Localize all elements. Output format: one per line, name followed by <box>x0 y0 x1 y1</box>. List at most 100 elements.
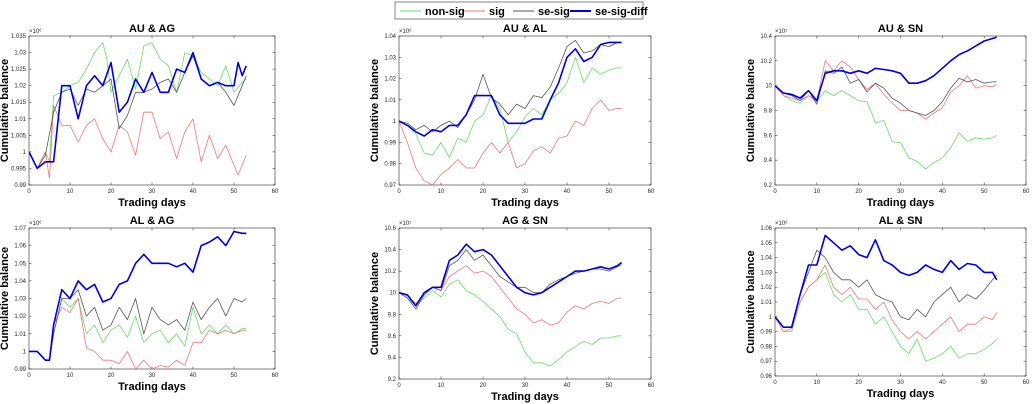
y-tick-label: 1.01 <box>14 117 26 123</box>
y-tick-label: 1.035 <box>11 34 27 40</box>
x-axis-label: Trading days <box>491 391 559 403</box>
series-line-sig <box>399 99 622 185</box>
y-tick-label: 0.99 <box>384 140 396 146</box>
x-tick-label: 0 <box>397 189 401 195</box>
axis-exponent: ×10⁶ <box>29 220 42 227</box>
series-line-se-sig <box>775 249 997 328</box>
x-tick-label: 30 <box>897 380 904 386</box>
panel-title: AU & AL <box>503 23 547 35</box>
x-axis-label: Trading days <box>867 388 935 400</box>
y-tick-label: 0.99 <box>14 367 26 373</box>
y-tick-label: 9.8 <box>388 312 397 318</box>
x-tick-label: 20 <box>855 380 862 386</box>
x-tick-label: 30 <box>522 383 529 389</box>
y-tick-label: 10.4 <box>384 248 396 254</box>
series-line-se-sig-diff <box>775 234 998 329</box>
panel-au-ag: 0 10 20 30 40 50 60 0.99 0.995 1 1.005 1.01 1.015 1.0… <box>0 23 279 209</box>
panel-title: AG & SN <box>502 215 548 227</box>
y-tick-label: 0.98 <box>384 162 396 168</box>
series-line-se-sig-diff <box>29 230 247 362</box>
y-axis-label: Cumulative balance <box>0 59 11 162</box>
x-axis-label: Trading days <box>118 197 186 209</box>
y-tick-label: 1.06 <box>14 244 26 250</box>
y-tick-label: 1.02 <box>14 314 26 320</box>
y-tick-label: 9.8 <box>764 109 773 115</box>
panel-title: AL & AG <box>130 215 175 227</box>
x-tick-label: 20 <box>855 189 862 195</box>
x-tick-label: 40 <box>190 373 197 379</box>
panel-au-sn: 0 10 20 30 40 50 60 9.2 9.4 9.6 9.8 10 10.2 10.4×10⁵ A… <box>745 23 1030 209</box>
y-tick-label: 1.005 <box>11 133 27 139</box>
y-tick-label: 10 <box>765 84 772 90</box>
series-group <box>399 39 622 185</box>
y-tick-label: 1.07 <box>14 226 26 232</box>
x-tick-label: 10 <box>438 189 445 195</box>
plot-area <box>398 35 652 186</box>
legend-label-non-sig: non-sig <box>425 6 465 18</box>
y-tick-label: 1 <box>23 150 27 156</box>
panel-al-sn: 0 10 20 30 40 50 60 0.96 0.97 0.98 0.99 1 1.01 1.02 1.… <box>745 215 1030 400</box>
x-axis-label: Trading days <box>491 197 559 209</box>
y-tick-label: 1.01 <box>760 300 772 306</box>
series-line-se-sig <box>399 39 622 133</box>
y-tick-label: 1.01 <box>384 98 396 104</box>
x-tick-label: 50 <box>231 189 238 195</box>
y-axis-label: Cumulative balance <box>745 59 757 162</box>
y-tick-label: 1.02 <box>384 77 396 83</box>
y-tick-label: 1.04 <box>384 34 396 40</box>
y-tick-label: 9.2 <box>764 183 773 189</box>
panel-title: AU & AG <box>129 23 175 35</box>
series-line-se-sig-diff <box>775 36 997 102</box>
x-tick-label: 40 <box>939 189 946 195</box>
x-tick-label: 30 <box>522 189 529 195</box>
y-tick-label: 0.97 <box>760 359 772 365</box>
x-tick-label: 10 <box>813 189 820 195</box>
x-tick-label: 40 <box>564 189 571 195</box>
x-tick-label: 20 <box>480 189 487 195</box>
panel-title: AU & SN <box>878 23 923 35</box>
series-group <box>775 36 997 170</box>
series-line-non-sig <box>775 85 997 170</box>
y-tick-label: 9.6 <box>764 133 773 139</box>
y-tick-label: 0.96 <box>760 374 772 380</box>
x-tick-label: 50 <box>981 189 988 195</box>
y-tick-label: 1.05 <box>14 261 26 267</box>
y-tick-label: 0.99 <box>760 330 772 336</box>
y-axis-label: Cumulative balance <box>369 252 381 355</box>
x-tick-label: 60 <box>272 373 279 379</box>
y-tick-label: 1.04 <box>760 256 772 262</box>
series-group <box>399 243 623 367</box>
x-tick-label: 20 <box>108 189 115 195</box>
y-tick-label: 1.025 <box>11 67 27 73</box>
plot-area <box>774 227 1027 377</box>
y-axis-label: Cumulative balance <box>745 250 757 353</box>
x-tick-label: 0 <box>27 373 31 379</box>
series-line-non-sig <box>399 279 622 367</box>
y-tick-label: 10.2 <box>760 59 772 65</box>
y-tick-label: 10.6 <box>384 226 396 232</box>
y-tick-label: 1.01 <box>14 332 26 338</box>
x-tick-label: 60 <box>648 383 655 389</box>
y-tick-label: 9.2 <box>388 377 397 383</box>
y-tick-label: 1.015 <box>11 100 27 106</box>
panel-au-al: 0 10 20 30 40 50 60 0.97 0.98 0.99 1 1.01 1.02 1.03 1.… <box>369 23 655 209</box>
x-tick-label: 20 <box>108 373 115 379</box>
y-tick-label: 0.995 <box>11 166 27 172</box>
x-tick-label: 30 <box>149 373 156 379</box>
series-line-sig <box>775 264 998 340</box>
y-tick-label: 9.6 <box>388 334 397 340</box>
y-tick-label: 9.4 <box>764 158 773 164</box>
series-line-non-sig <box>399 56 622 158</box>
x-tick-label: 60 <box>272 189 279 195</box>
series-group <box>29 230 247 369</box>
x-tick-label: 0 <box>27 189 31 195</box>
axis-exponent: ×10⁵ <box>399 220 412 227</box>
x-tick-label: 40 <box>564 383 571 389</box>
series-line-sig <box>29 105 247 179</box>
y-tick-label: 0.97 <box>384 183 396 189</box>
series-line-se-sig-diff <box>399 41 622 137</box>
x-tick-label: 30 <box>149 189 156 195</box>
axis-exponent: ×10⁵ <box>775 28 788 35</box>
y-tick-label: 10.4 <box>760 34 772 40</box>
